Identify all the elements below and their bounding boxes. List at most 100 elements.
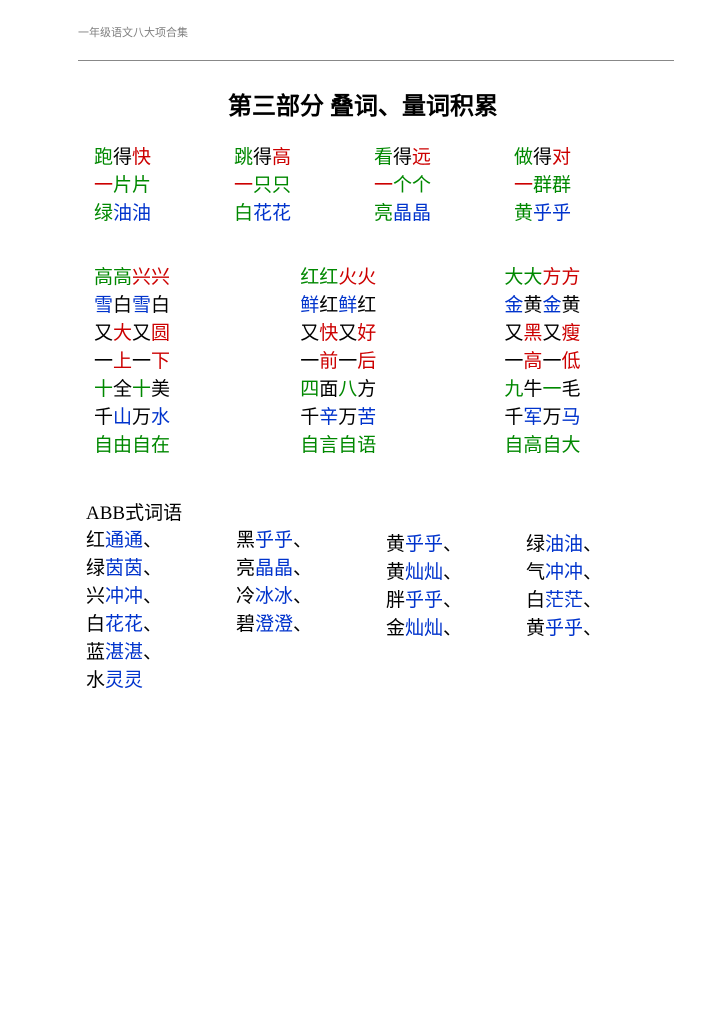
text-segment: 、 bbox=[293, 586, 312, 607]
text-segment: 高高 bbox=[94, 267, 132, 288]
section-2: 高高兴兴红红火火大大方方雪白雪白鲜红鲜红金黄金黄又大又圆又快又好又黑又瘦一上一下… bbox=[94, 264, 614, 460]
text-segment: 红红 bbox=[300, 267, 338, 288]
word-cell: 一上一下 bbox=[94, 348, 266, 376]
text-segment: 兴 bbox=[86, 586, 105, 607]
word-cell: 自由自在 bbox=[94, 432, 266, 460]
text-segment: 方 bbox=[357, 379, 376, 400]
text-segment: 白 bbox=[526, 590, 545, 611]
word-cell: 又快又好 bbox=[268, 320, 440, 348]
text-segment: 、 bbox=[293, 530, 312, 551]
text-segment: 十 bbox=[132, 379, 151, 400]
text-segment: 由 bbox=[113, 435, 132, 456]
word-cell: 亮晶晶 bbox=[374, 200, 514, 228]
word-cell: 千军万马 bbox=[442, 404, 614, 432]
text-segment: 胖 bbox=[386, 590, 405, 611]
abb-word: 白花花、 bbox=[86, 611, 236, 639]
text-segment: 晶晶 bbox=[393, 203, 431, 224]
abb-word: 红通通、 bbox=[86, 527, 236, 555]
abb-word: 亮晶晶、 bbox=[236, 555, 386, 583]
abb-word: 兴冲冲、 bbox=[86, 583, 236, 611]
text-segment: 花花 bbox=[253, 203, 291, 224]
text-segment: 圆 bbox=[151, 323, 170, 344]
word-row: 又大又圆又快又好又黑又瘦 bbox=[94, 320, 614, 348]
word-cell: 自言自语 bbox=[268, 432, 440, 460]
text-segment: 一 bbox=[338, 351, 357, 372]
text-segment: 、 bbox=[443, 590, 462, 611]
text-segment: 晶晶 bbox=[255, 558, 293, 579]
word-cell: 跳得高 bbox=[234, 144, 374, 172]
text-segment: 绿 bbox=[94, 203, 113, 224]
word-row: 一上一下一前一后一高一低 bbox=[94, 348, 614, 376]
text-segment: 兴兴 bbox=[132, 267, 170, 288]
text-segment: 一 bbox=[504, 351, 523, 372]
abb-word: 胖乎乎、 bbox=[386, 587, 526, 615]
text-segment: 绿 bbox=[526, 534, 545, 555]
text-segment: 黄 bbox=[561, 295, 580, 316]
text-segment: 黑 bbox=[523, 323, 542, 344]
word-cell: 一个个 bbox=[374, 172, 514, 200]
text-segment: 万 bbox=[542, 407, 561, 428]
abb-word: 碧澄澄、 bbox=[236, 611, 386, 639]
abb-word: 绿茵茵、 bbox=[86, 555, 236, 583]
text-segment: 灿灿 bbox=[405, 562, 443, 583]
text-segment: 白 bbox=[234, 203, 253, 224]
text-segment: 自 bbox=[338, 435, 357, 456]
word-cell: 九牛一毛 bbox=[442, 376, 614, 404]
section-1: 跑得快跳得高看得远做得对一片片一只只一个个一群群绿油油白花花亮晶晶黄乎乎 bbox=[94, 144, 654, 228]
word-row: 跑得快跳得高看得远做得对 bbox=[94, 144, 654, 172]
text-segment: 亮 bbox=[374, 203, 393, 224]
text-segment: 千 bbox=[94, 407, 113, 428]
word-row: 千山万水千辛万苦千军万马 bbox=[94, 404, 614, 432]
text-segment: 只只 bbox=[253, 175, 291, 196]
text-segment: 黑 bbox=[236, 530, 255, 551]
text-segment: 语 bbox=[357, 435, 376, 456]
text-segment: 自 bbox=[132, 435, 151, 456]
text-segment: 又 bbox=[504, 323, 523, 344]
text-segment: 看 bbox=[374, 147, 393, 168]
abb-word: 气冲冲、 bbox=[526, 559, 646, 587]
word-cell: 绿油油 bbox=[94, 200, 234, 228]
text-segment: 、 bbox=[583, 562, 602, 583]
word-cell: 千辛万苦 bbox=[268, 404, 440, 432]
abb-word: 金灿灿、 bbox=[386, 615, 526, 643]
text-segment: 水 bbox=[86, 670, 105, 691]
text-segment: 得 bbox=[533, 147, 552, 168]
text-segment: 全 bbox=[113, 379, 132, 400]
word-row: 一片片一只只一个个一群群 bbox=[94, 172, 654, 200]
text-segment: 亮 bbox=[236, 558, 255, 579]
text-segment: 片片 bbox=[113, 175, 151, 196]
text-segment: 做 bbox=[514, 147, 533, 168]
word-cell: 高高兴兴 bbox=[94, 264, 266, 292]
word-cell: 雪白雪白 bbox=[94, 292, 266, 320]
abb-column: 黑乎乎、亮晶晶、冷冰冰、碧澄澄、 bbox=[236, 527, 386, 695]
text-segment: 花花 bbox=[105, 614, 143, 635]
text-segment: 美 bbox=[151, 379, 170, 400]
text-segment: 红 bbox=[319, 295, 338, 316]
text-segment: 茫茫 bbox=[545, 590, 583, 611]
text-segment: 、 bbox=[143, 530, 162, 551]
text-segment: 一 bbox=[94, 351, 113, 372]
text-segment: 雪 bbox=[94, 295, 113, 316]
text-segment: 又 bbox=[300, 323, 319, 344]
text-segment: 苦 bbox=[357, 407, 376, 428]
text-segment: 一 bbox=[542, 351, 561, 372]
text-segment: 、 bbox=[143, 614, 162, 635]
text-segment: 、 bbox=[293, 614, 312, 635]
word-row: 绿油油白花花亮晶晶黄乎乎 bbox=[94, 200, 654, 228]
text-segment: 高 bbox=[523, 351, 542, 372]
word-row: 自由自在自言自语自高自大 bbox=[94, 432, 614, 460]
text-segment: 金 bbox=[386, 618, 405, 639]
text-segment: 、 bbox=[583, 618, 602, 639]
section-3: ABB式词语 红通通、绿茵茵、兴冲冲、白花花、蓝湛湛、水灵灵黑乎乎、亮晶晶、冷冰… bbox=[86, 498, 646, 695]
text-segment: 又 bbox=[132, 323, 151, 344]
text-segment: 冲冲 bbox=[545, 562, 583, 583]
text-segment: 、 bbox=[293, 558, 312, 579]
word-cell: 金黄金黄 bbox=[442, 292, 614, 320]
text-segment: 火火 bbox=[338, 267, 376, 288]
text-segment: 八 bbox=[338, 379, 357, 400]
text-segment: 黄 bbox=[523, 295, 542, 316]
text-segment: 、 bbox=[443, 618, 462, 639]
text-segment: 又 bbox=[542, 323, 561, 344]
word-cell: 红红火火 bbox=[268, 264, 440, 292]
text-segment: 雪 bbox=[132, 295, 151, 316]
